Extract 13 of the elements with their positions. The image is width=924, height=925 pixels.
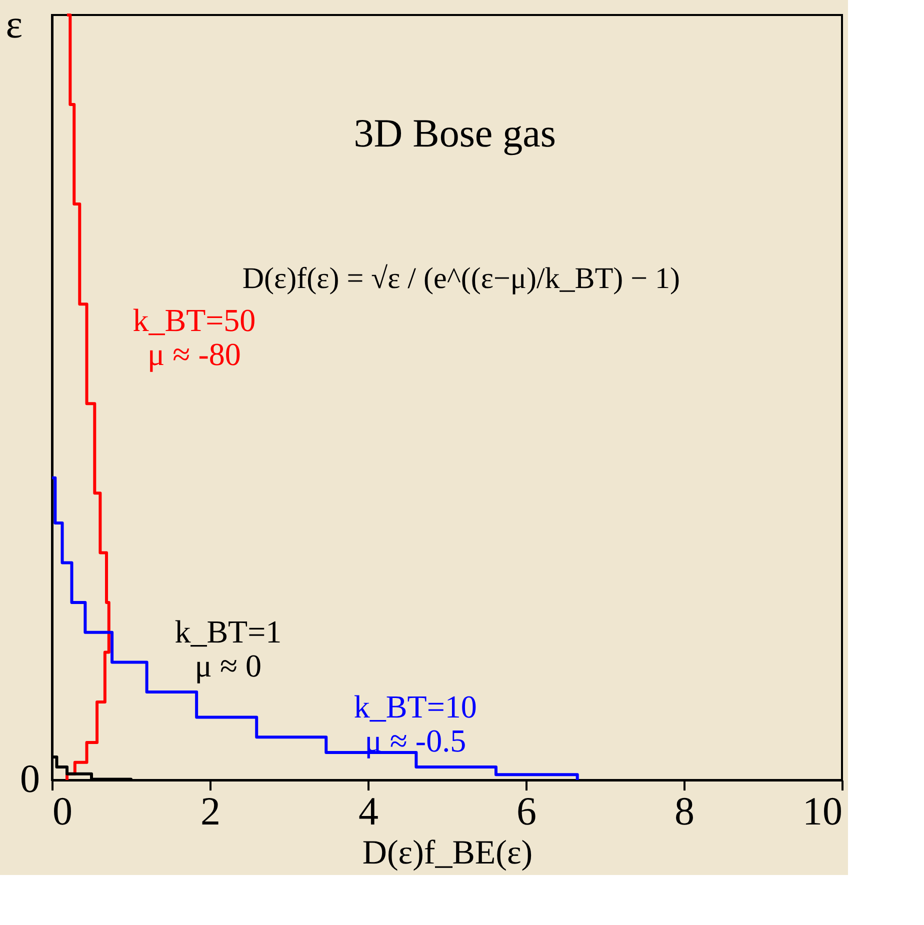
series-label: k_BT=50 μ ≈ -80 — [132, 302, 256, 372]
x-tick-label: 10 — [802, 788, 842, 834]
text: 0 — [20, 756, 40, 801]
annotation: 3D Bose gas — [354, 110, 556, 156]
y-axis-title: ε — [6, 2, 22, 46]
x-axis-title: D(ε)f_BE(ε) — [362, 834, 533, 872]
text: k_BT=1 μ ≈ 0 — [174, 613, 282, 684]
x-tick-label: 8 — [674, 788, 694, 834]
x-tick-label: 0 — [52, 788, 72, 834]
annotation: D(ε)f(ε) = √ε / (e^((ε−μ)/k_BT) − 1) — [242, 262, 680, 295]
x-tick-label: 2 — [200, 788, 220, 834]
x-tick-label: 6 — [516, 788, 536, 834]
x-tick-label: 4 — [358, 788, 378, 834]
